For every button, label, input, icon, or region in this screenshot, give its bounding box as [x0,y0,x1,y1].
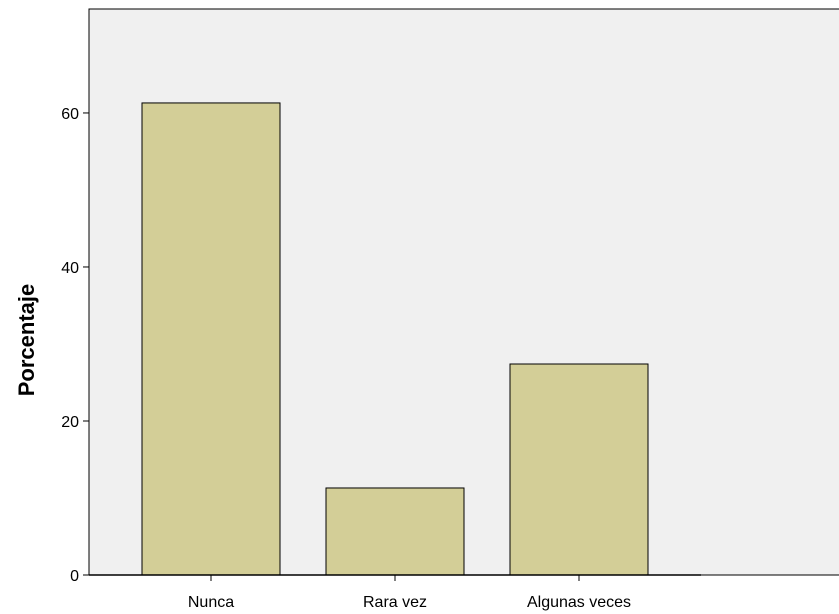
y-axis-ticks: 0 20 40 60 [61,106,89,585]
y-axis-title: Porcentaje [14,284,39,397]
x-axis-ticks: Nunca Rara vez Algunas veces [188,575,631,611]
bars-group [141,102,649,576]
y-tick-label: 20 [61,414,79,431]
y-tick-label: 40 [61,260,79,277]
y-tick-label: 0 [70,568,79,585]
y-tick-label: 60 [61,106,79,123]
x-tick-label: Algunas veces [527,594,631,611]
x-tick-label: Rara vez [363,594,427,611]
bar-rara-vez [325,487,465,576]
bar-algunas-veces [509,363,649,576]
x-tick-label: Nunca [188,594,234,611]
bar-nunca [141,102,281,576]
